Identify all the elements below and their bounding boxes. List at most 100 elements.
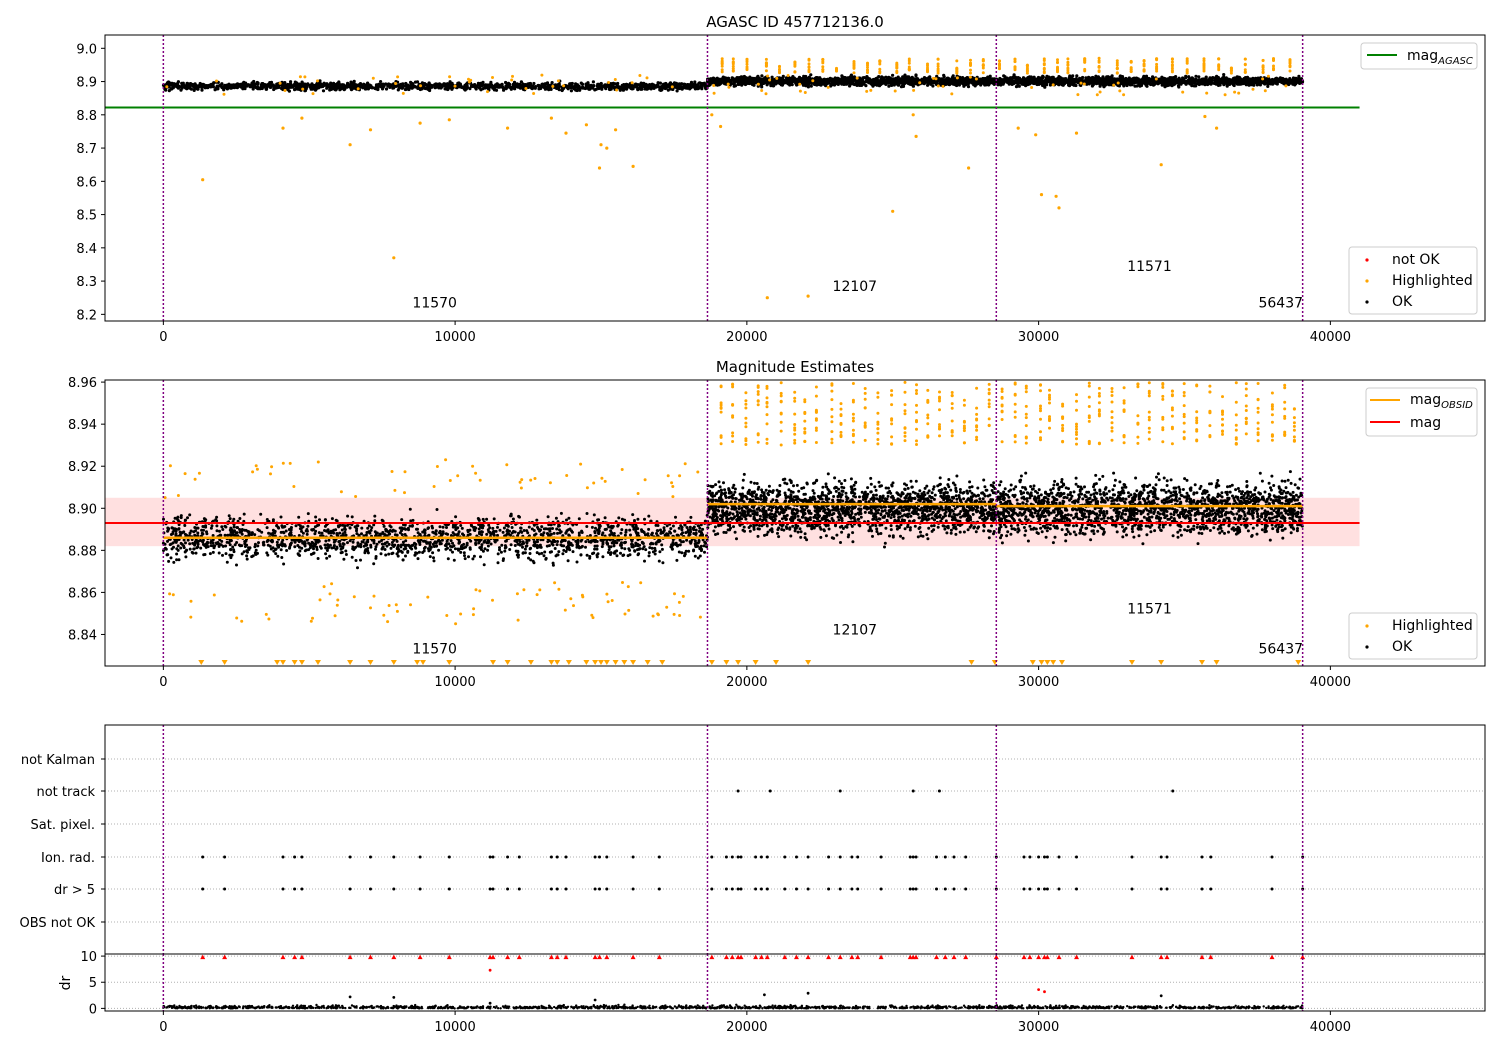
data-point-ok xyxy=(325,82,329,86)
data-point-ok xyxy=(400,518,404,522)
data-point-highlighted xyxy=(447,118,451,122)
data-point-ok xyxy=(588,84,592,88)
data-point-ok xyxy=(437,548,441,552)
data-point-ok xyxy=(547,88,551,92)
data-point-ok xyxy=(489,80,493,84)
data-point-ok xyxy=(249,84,253,88)
data-point-ok xyxy=(1200,81,1204,85)
data-point-highlighted xyxy=(1272,68,1275,72)
data-point-highlighted xyxy=(303,75,307,79)
data-point-highlighted xyxy=(1115,71,1119,75)
data-point-ok xyxy=(1041,75,1045,79)
data-point-highlighted xyxy=(878,59,882,63)
data-point-ok xyxy=(677,82,682,86)
data-point-ok xyxy=(967,78,971,82)
data-point-ok xyxy=(468,87,472,91)
data-point-highlighted xyxy=(855,76,859,80)
data-point-highlighted xyxy=(893,89,897,93)
data-point-ok xyxy=(1246,80,1250,84)
data-point-highlighted xyxy=(866,70,869,74)
data-point-ok xyxy=(358,82,363,86)
data-point-highlighted xyxy=(551,84,555,88)
data-point-highlighted xyxy=(540,73,544,77)
data-point-ok xyxy=(786,80,790,84)
data-point-ok xyxy=(328,86,332,90)
data-point-highlighted xyxy=(1016,126,1020,130)
data-point-highlighted xyxy=(1261,77,1265,81)
obsid-label: 12107 xyxy=(833,279,878,295)
data-point-highlighted xyxy=(1095,93,1099,97)
y-tick-label-middle: 8.90 xyxy=(68,502,97,517)
data-point-ok xyxy=(696,87,700,91)
data-point-highlighted xyxy=(936,84,940,88)
data-point-ok xyxy=(274,552,278,556)
data-point-ok xyxy=(1124,81,1128,85)
data-point-ok xyxy=(1167,77,1172,81)
data-point-highlighted xyxy=(852,71,856,75)
data-point-ok xyxy=(502,88,506,92)
data-point-ok xyxy=(901,84,906,88)
data-point-ok xyxy=(1294,79,1298,83)
y-tick-label-top: 8.4 xyxy=(76,242,97,257)
data-point-ok xyxy=(952,82,956,86)
data-point-ok xyxy=(173,82,177,86)
data-point-highlighted xyxy=(453,84,457,88)
data-point-ok xyxy=(550,81,554,85)
data-point-ok xyxy=(1172,77,1176,81)
data-point-ok xyxy=(1269,80,1273,85)
data-point-highlighted xyxy=(974,77,978,81)
data-point-ok xyxy=(939,77,943,81)
data-point-ok xyxy=(504,85,508,89)
data-point-highlighted xyxy=(1243,63,1247,67)
y-tick-label-middle: 8.96 xyxy=(68,376,97,391)
data-point-highlighted xyxy=(955,59,959,63)
data-point-ok xyxy=(1110,76,1114,80)
y-tick-label-top: 8.2 xyxy=(76,308,97,323)
data-point-ok xyxy=(397,84,401,88)
data-point-highlighted xyxy=(786,74,790,77)
data-point-ok xyxy=(544,85,548,89)
data-point-ok xyxy=(760,81,764,85)
data-point-highlighted xyxy=(811,79,815,83)
data-point-ok xyxy=(1209,81,1213,85)
data-point-ok xyxy=(596,82,600,86)
data-point-highlighted xyxy=(1215,126,1219,130)
data-point-highlighted xyxy=(764,92,768,96)
data-point-ok xyxy=(601,555,605,559)
data-point-highlighted xyxy=(511,74,514,78)
data-point-highlighted xyxy=(1266,74,1270,78)
data-point-ok xyxy=(1206,82,1210,86)
data-point-highlighted xyxy=(371,76,375,80)
data-point-highlighted xyxy=(793,70,797,74)
data-point-ok xyxy=(280,86,284,91)
data-point-ok xyxy=(373,514,377,518)
data-point-ok xyxy=(908,82,912,86)
data-point-highlighted xyxy=(311,92,315,96)
data-point-highlighted xyxy=(768,78,772,82)
data-point-ok xyxy=(491,526,495,530)
data-point-ok xyxy=(573,84,577,88)
data-point-ok xyxy=(268,83,272,87)
data-point-highlighted xyxy=(778,68,781,72)
data-point-ok xyxy=(360,526,364,530)
data-point-highlighted xyxy=(878,67,882,71)
y-tick-label-middle: 8.88 xyxy=(68,544,97,559)
data-point-ok xyxy=(693,82,697,86)
data-point-highlighted xyxy=(401,91,405,95)
data-point-highlighted xyxy=(1051,83,1055,87)
data-point-ok xyxy=(898,81,902,85)
x-tick-label-middle: 10000 xyxy=(434,675,475,690)
data-point-ok xyxy=(292,83,296,87)
data-point-ok xyxy=(512,80,517,84)
data-point-highlighted xyxy=(936,62,940,66)
data-point-highlighted xyxy=(1155,69,1159,73)
data-point-ok xyxy=(349,80,353,84)
data-point-ok xyxy=(253,545,257,549)
data-point-ok xyxy=(494,83,498,87)
data-point-highlighted xyxy=(524,87,528,90)
data-point-highlighted xyxy=(298,75,302,79)
data-point-ok xyxy=(390,83,394,87)
data-point-highlighted xyxy=(756,82,760,86)
x-tick-label-top: 0 xyxy=(159,330,167,345)
